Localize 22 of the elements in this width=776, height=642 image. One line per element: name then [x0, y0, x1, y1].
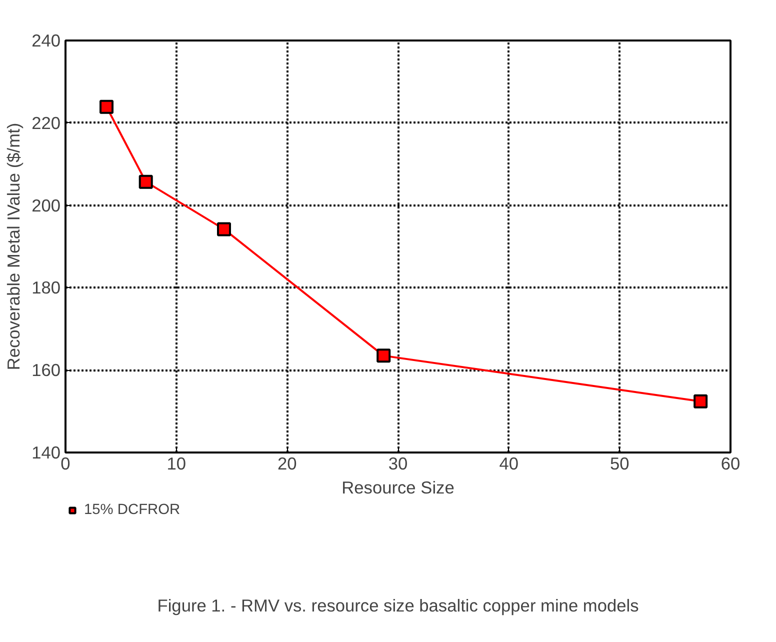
y-tick-label: 160 — [32, 360, 61, 380]
x-tick-label: 60 — [720, 454, 740, 474]
point — [138, 174, 153, 189]
y-tick-label: 220 — [32, 112, 61, 133]
x-tick-label: 20 — [278, 454, 297, 474]
x-axis-title: Resource Size — [342, 478, 454, 498]
x-tick-label: 50 — [610, 454, 630, 474]
caption: Figure 1. - RMV vs. resource size basaltic copper mine models — [157, 596, 640, 616]
point — [694, 394, 708, 408]
point — [100, 100, 114, 114]
x-tick-label: 0 — [60, 454, 70, 474]
y-tick-label: 240 — [32, 30, 61, 50]
point — [376, 348, 391, 363]
legend-label: 15% DCFROR — [84, 502, 180, 518]
y-tick-label: 200 — [32, 195, 61, 216]
y-axis-title: Recoverable Metal IValue ($/mt) — [4, 122, 24, 370]
y-tick-label: 140 — [32, 442, 61, 462]
point — [216, 222, 231, 236]
x-tick-label: 30 — [388, 454, 408, 474]
y-tick-label: 180 — [32, 278, 61, 298]
x-tick-label: 40 — [499, 454, 518, 474]
x-tick-label: 10 — [166, 454, 186, 474]
